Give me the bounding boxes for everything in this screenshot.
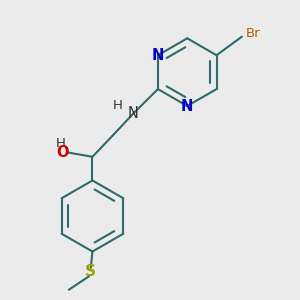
Text: Br: Br xyxy=(245,27,260,40)
Text: N: N xyxy=(181,98,194,113)
Text: H: H xyxy=(113,99,123,112)
Text: N: N xyxy=(152,48,164,63)
Text: N: N xyxy=(128,106,139,121)
Text: H: H xyxy=(56,137,65,150)
Text: O: O xyxy=(56,145,68,160)
Text: S: S xyxy=(85,264,96,279)
